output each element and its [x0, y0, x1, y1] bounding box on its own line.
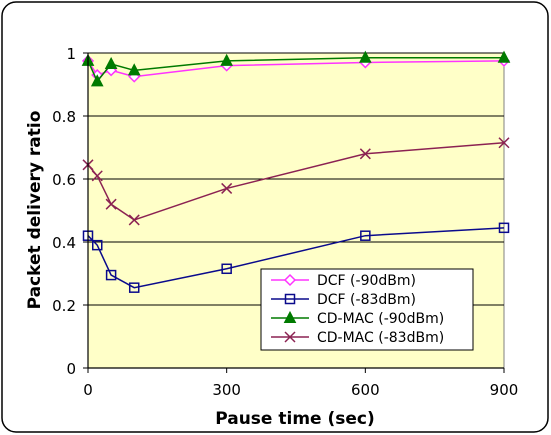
data-point — [221, 263, 232, 275]
data-point — [359, 148, 371, 160]
data-point-stroke — [359, 148, 371, 160]
data-point — [221, 182, 233, 194]
legend-label: CD-MAC (-90dBm) — [317, 311, 444, 327]
legend: DCF (-90dBm) DCF (-83dBm) CD-MAC (-90dBm) C… — [260, 268, 474, 351]
data-point — [127, 63, 141, 76]
data-point — [359, 50, 372, 63]
data-point — [220, 53, 233, 66]
data-point — [498, 222, 510, 234]
legend-label: CD-MAC (-83dBm) — [317, 330, 444, 346]
data-point — [90, 74, 104, 87]
x-axis-label: Pause time (sec) — [215, 409, 375, 429]
x-tick-label: 900 — [490, 381, 519, 399]
data-point — [284, 293, 296, 305]
data-point-stroke — [221, 182, 233, 194]
y-tick-label: 1 — [66, 45, 76, 63]
x-tick-label: 300 — [212, 381, 241, 399]
gridlines — [88, 52, 504, 306]
data-point-stroke — [91, 170, 103, 182]
series — [82, 137, 510, 226]
series-layer — [81, 50, 511, 293]
series — [82, 222, 510, 293]
data-point — [498, 137, 510, 149]
data-point-stroke — [284, 331, 296, 343]
data-point — [284, 331, 296, 343]
data-point — [360, 230, 371, 241]
y-tick-label: 0.4 — [52, 234, 76, 252]
data-point-stroke — [498, 137, 510, 149]
data-point — [128, 214, 140, 226]
y-tick-label: 0.2 — [52, 297, 76, 315]
y-axis-label: Packet delivery ratio — [25, 111, 45, 310]
legend-label: DCF (-90dBm) — [317, 273, 416, 289]
y-tick-label: 0 — [66, 360, 76, 378]
data-point — [283, 273, 297, 287]
data-point — [91, 170, 103, 182]
data-point — [128, 282, 140, 293]
data-point — [283, 310, 297, 323]
data-point — [91, 239, 103, 251]
data-point-stroke — [105, 198, 117, 210]
x-tick-label: 600 — [351, 381, 380, 399]
data-point — [105, 269, 117, 281]
y-tick-label: 0.8 — [52, 108, 76, 126]
data-point — [104, 56, 118, 70]
data-point — [497, 50, 511, 63]
y-tick-label: 0.6 — [52, 171, 76, 189]
data-point — [105, 198, 117, 210]
axes: 0 0.2 0.4 0.6 0.8 1 0 300 600 900 — [52, 45, 518, 399]
legend-label: DCF (-83dBm) — [317, 292, 416, 308]
x-tick-label: 0 — [83, 381, 93, 399]
data-point-stroke — [128, 214, 140, 226]
series-line — [87, 227, 505, 289]
